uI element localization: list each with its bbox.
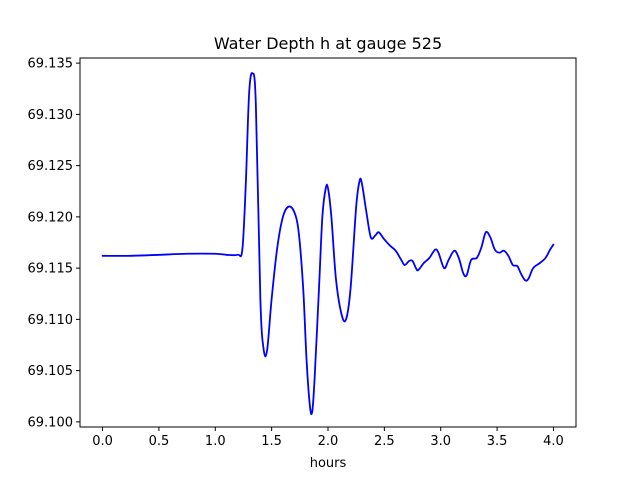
x-tick-label: 0.0 [92,434,113,449]
series-line [101,72,555,416]
y-tick-label: 69.120 [28,210,74,225]
y-tick-label: 69.100 [28,415,74,430]
x-tick-label: 0.5 [149,434,170,449]
y-tick-label: 69.115 [28,262,74,277]
x-tick-label: 3.5 [487,434,508,449]
y-tick-label: 69.125 [28,159,74,174]
plot-area [101,72,555,416]
y-tick-label: 69.135 [28,57,74,72]
x-axis-label: hours [310,456,347,471]
y-tick-label: 69.130 [28,108,74,123]
axes-frame [79,57,577,428]
x-tick-label: 1.0 [205,434,226,449]
y-tick-label: 69.110 [28,313,74,328]
x-tick-label: 1.5 [261,434,282,449]
x-tick-label: 2.0 [318,434,339,449]
x-tick-label: 4.0 [543,434,564,449]
chart-title: Water Depth h at gauge 525 [214,34,442,53]
y-tick-label: 69.105 [28,364,74,379]
x-tick-label: 3.0 [430,434,451,449]
x-tick-label: 2.5 [374,434,395,449]
axis-ticks: 0.0 0.5 1.0 1.5 2.0 2.5 3.0 3.5 4.0 69.100 69.105 6… [28,57,564,449]
